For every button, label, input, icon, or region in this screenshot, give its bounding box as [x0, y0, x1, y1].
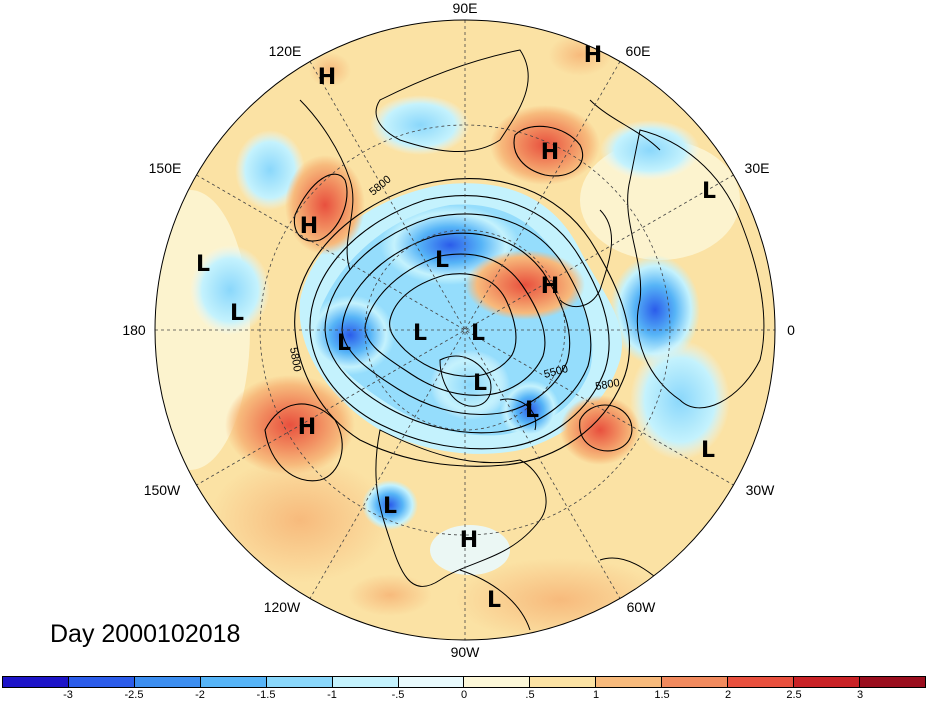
low-center: L — [230, 301, 244, 326]
low-center: L — [525, 398, 539, 423]
colorbar-cell — [3, 677, 69, 687]
colorbar-tick-label: -.5 — [391, 689, 405, 701]
contour-label: 5800 — [287, 346, 303, 372]
contour-label: 5800 — [594, 377, 620, 393]
colorbar-tick-label: -2 — [195, 689, 205, 701]
colorbar-cell — [266, 677, 333, 687]
high-center: H — [541, 274, 559, 299]
low-center: L — [337, 331, 351, 356]
lon-label-150e: 150E — [149, 160, 182, 176]
height-contours — [264, 125, 633, 482]
low-center: L — [702, 179, 716, 204]
day-label: Day 2000102018 — [50, 620, 241, 648]
colorbar-tick-label: 0 — [460, 689, 468, 701]
colorbar-cell — [794, 677, 860, 687]
high-center: H — [318, 65, 336, 90]
lon-label-120e: 120E — [269, 43, 302, 59]
colorbar-tick-label: -3 — [63, 689, 73, 701]
colorbar-tick-label: 3 — [856, 689, 864, 701]
low-center: L — [413, 321, 427, 346]
lon-label-60e: 60E — [626, 43, 651, 59]
high-center: H — [300, 214, 318, 239]
pressure-centers: H H H L L H L L L L L L L L L H H L H L — [196, 43, 716, 613]
colorbar-ticks: -3 -2.5 -2 -1.5 -1 -.5 0 .5 1 1.5 2 2.5 3 — [0, 689, 928, 703]
colorbar — [2, 676, 926, 688]
lon-label-60w: 60W — [627, 599, 657, 615]
low-center: L — [435, 248, 449, 273]
low-center: L — [383, 494, 397, 519]
low-center: L — [473, 371, 487, 396]
colorbar-cell — [859, 677, 925, 687]
lon-label-30w: 30W — [746, 482, 776, 498]
colorbar-cell — [728, 677, 795, 687]
longitude-labels: 90E 60E 30E 0 30W 60W 90W 120W 150W 180 … — [122, 0, 795, 660]
colorbar-tick-label: -2.5 — [124, 689, 144, 701]
colorbar-tick-label: 1 — [592, 689, 600, 701]
lon-label-150w: 150W — [144, 482, 181, 498]
colorbar-tick-label: 2.5 — [786, 689, 802, 701]
colorbar-cell — [530, 677, 597, 687]
graticule — [155, 20, 775, 640]
lon-label-90w: 90W — [451, 644, 481, 660]
colorbar-cell — [134, 677, 201, 687]
colorbar-cell — [662, 677, 729, 687]
low-center: L — [701, 438, 715, 463]
low-center: L — [471, 321, 485, 346]
high-center: H — [541, 140, 559, 165]
anomaly-field — [155, 20, 775, 640]
high-center: H — [460, 528, 478, 553]
colorbar-tick-label: 1.5 — [654, 689, 670, 701]
colorbar-cell — [398, 677, 465, 687]
colorbar-cell — [332, 677, 399, 687]
colorbar-cell — [464, 677, 531, 687]
colorbar-cell — [200, 677, 267, 687]
colorbar-cell — [68, 677, 135, 687]
map-boundary — [154, 19, 776, 641]
colorbar-cell — [596, 677, 663, 687]
coastlines — [299, 49, 765, 631]
low-center: L — [196, 252, 210, 277]
lon-label-180: 180 — [122, 322, 146, 338]
colorbar-tick-label: -1.5 — [256, 689, 276, 701]
lon-label-120w: 120W — [264, 599, 301, 615]
high-center: H — [584, 43, 602, 68]
high-center: H — [298, 415, 316, 440]
colorbar-tick-label: 2 — [724, 689, 732, 701]
lon-label-0: 0 — [787, 322, 795, 338]
colorbar-tick-label: -1 — [327, 689, 337, 701]
lon-label-30e: 30E — [745, 160, 770, 176]
colorbar-tick-label: .5 — [525, 689, 535, 701]
low-center: L — [487, 588, 501, 613]
lon-label-90e: 90E — [453, 0, 478, 16]
